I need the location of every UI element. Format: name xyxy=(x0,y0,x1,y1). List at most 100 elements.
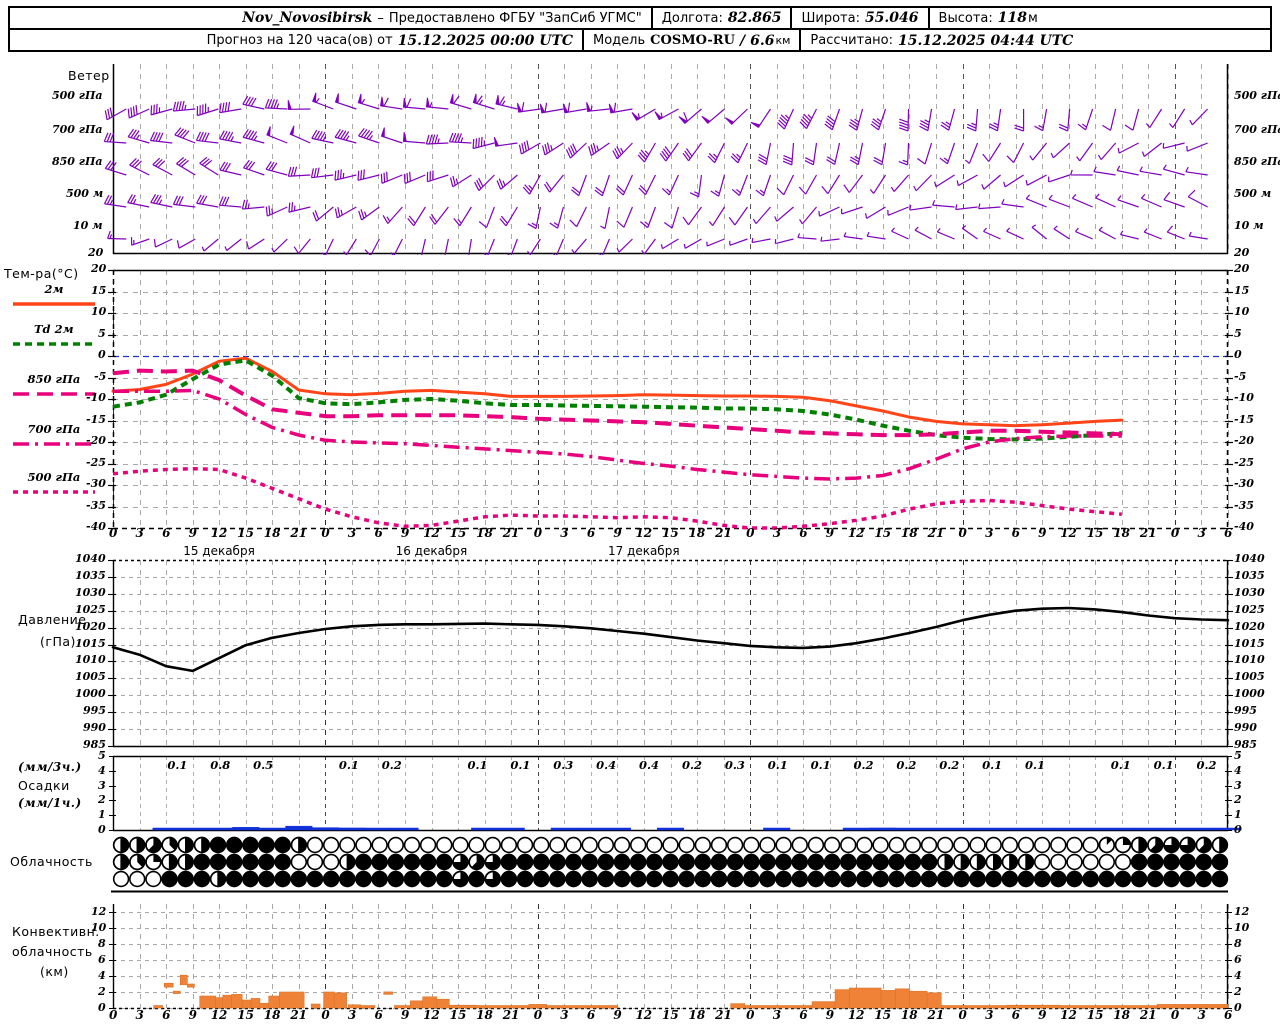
cloud-symbol-r2-51 xyxy=(937,870,954,888)
cloud-symbol-r2-32 xyxy=(629,870,647,888)
cloud-symbol-r2-31 xyxy=(613,870,631,888)
cloud-symbol-r1-20 xyxy=(436,853,453,871)
conv-x-hour-42: 18 xyxy=(476,1008,493,1022)
conv-x-hour-72: 0 xyxy=(746,1008,755,1022)
x-hour-75: 3 xyxy=(772,526,782,540)
cloud-symbol-r2-23 xyxy=(484,870,501,888)
convective-bar-15 xyxy=(323,991,335,1009)
cloud-symbol-r1-65 xyxy=(1163,853,1180,871)
x-hour-6: 6 xyxy=(162,526,171,540)
cloud-symbol-r2-11 xyxy=(290,870,308,888)
conv-x-hour-12: 12 xyxy=(210,1008,228,1022)
convective-bar-3 xyxy=(179,974,188,986)
conv-x-hour-60: 12 xyxy=(635,1008,653,1022)
latitude-label: Широта: xyxy=(801,10,860,26)
convective-title-line2: облачность xyxy=(12,944,93,959)
cloud-symbol-r1-37 xyxy=(710,853,728,871)
cloud-symbol-r2-50 xyxy=(920,870,938,888)
precip-label-20: 0.1 xyxy=(982,758,1003,772)
convective-title-line3: (км) xyxy=(40,964,69,979)
cloud-symbol-r0-42 xyxy=(791,836,808,854)
cloud-symbol-r1-45 xyxy=(840,853,857,871)
temp-tick-right-10: 10 xyxy=(1234,305,1250,318)
conv-x-hour-99: 3 xyxy=(985,1008,994,1022)
cloud-symbol-r0-52 xyxy=(953,836,970,854)
cloud-symbol-r1-32 xyxy=(629,853,647,871)
cloud-symbol-r2-16 xyxy=(371,870,388,888)
cloud-symbol-r1-36 xyxy=(694,853,712,871)
cloud-symbol-r2-41 xyxy=(775,870,792,888)
precip-bar-33 xyxy=(975,827,1003,831)
convective-bar-19 xyxy=(383,991,393,995)
temp-tick-left--20: -20 xyxy=(86,434,106,447)
longitude-value: 82.865 xyxy=(727,10,782,26)
precip-bar-31 xyxy=(922,827,950,831)
cloud-symbol-r0-64 xyxy=(1147,836,1164,854)
cloud-symbol-r1-19 xyxy=(419,853,437,871)
cloud-symbol-r0-44 xyxy=(823,836,841,854)
precip-bar-21 xyxy=(656,827,685,831)
wind-level-right-4: 10 м xyxy=(1234,219,1264,232)
wind-level-left-3: 500 м xyxy=(66,187,104,200)
cloud-symbol-r2-55 xyxy=(1001,870,1019,888)
cloud-symbol-r2-26 xyxy=(533,870,550,888)
cloud-symbol-r1-12 xyxy=(306,853,324,871)
cloud-symbol-r2-5 xyxy=(193,870,211,888)
cloud-symbol-r1-13 xyxy=(322,853,340,871)
cloud-symbol-r1-66 xyxy=(1179,853,1196,871)
cloud-symbol-r1-2 xyxy=(145,853,162,871)
convective-cloud-panel: Конвективн. облачность (км) 12 10 8 6 4 2 0 12… xyxy=(0,896,1280,1024)
cloud-symbol-r1-23 xyxy=(484,853,501,871)
temp-tick-left--10: -10 xyxy=(86,391,106,404)
x-hour-54: 6 xyxy=(586,526,596,540)
cloud-symbol-r0-22 xyxy=(468,836,485,854)
cloud-symbol-r2-33 xyxy=(646,870,663,888)
altitude-value: 118 xyxy=(997,10,1027,26)
precip-tick-right-5: 5 xyxy=(1234,749,1242,762)
convective-tick-right-8: 8 xyxy=(1234,937,1242,950)
pressure-tick-right-1020: 1020 xyxy=(1234,619,1265,633)
cloud-symbol-r0-17 xyxy=(387,836,404,854)
cloud-symbol-r1-1 xyxy=(129,853,146,871)
convective-bar-37 xyxy=(926,992,942,1009)
x-day-1: 16 декабря xyxy=(395,544,468,558)
x-hour-15: 15 xyxy=(237,526,254,540)
conv-x-hour-126: 6 xyxy=(1224,1008,1233,1022)
wind-barbs-plot xyxy=(103,64,1229,255)
temp-tick-right--15: -15 xyxy=(1234,412,1254,426)
cloud-symbol-r2-27 xyxy=(549,870,566,888)
temp-legend-swatch-4 xyxy=(13,490,95,494)
precip-tick-left-0: 0 xyxy=(98,823,106,836)
temp-tick-right-5: 5 xyxy=(1234,326,1242,340)
precip-label-17: 0.2 xyxy=(853,758,874,772)
pressure-tick-left-1030: 1030 xyxy=(75,585,106,599)
conv-x-hour-39: 15 xyxy=(449,1008,467,1022)
cloud-symbol-r1-61 xyxy=(1098,853,1116,871)
precip-tick-right-0: 0 xyxy=(1234,823,1242,836)
pressure-tick-right-990: 990 xyxy=(1234,721,1257,735)
cloud-symbol-r1-26 xyxy=(533,853,550,871)
cloud-symbol-r1-43 xyxy=(807,853,825,871)
cloud-symbol-r1-14 xyxy=(339,853,356,871)
convective-bar-4 xyxy=(187,983,195,988)
cloud-symbol-r1-27 xyxy=(549,853,566,871)
convective-title-line1: Конвективн. xyxy=(12,924,100,939)
calculated-cell: Рассчитано: 15.12.2025 04:44 UTC xyxy=(799,30,1082,51)
cloud-symbol-r2-7 xyxy=(225,870,243,888)
temp-tick-right--20: -20 xyxy=(1234,434,1254,447)
cloud-symbol-r2-25 xyxy=(516,870,534,888)
x-hour-3: 3 xyxy=(135,526,144,540)
longitude-cell: Долгота: 82.865 xyxy=(650,8,791,28)
temp-tick-right--30: -30 xyxy=(1234,477,1254,490)
cloud-symbol-r0-67 xyxy=(1195,836,1212,854)
convective-bar-0 xyxy=(153,1005,163,1009)
provider-text: Предоставлено ФГБУ "ЗапСиб УГМС" xyxy=(388,10,642,26)
x-hour-81: 9 xyxy=(825,526,835,540)
x-hour-87: 15 xyxy=(874,526,892,540)
cloud-symbol-r2-28 xyxy=(565,870,582,888)
pressure-curve xyxy=(111,606,1230,673)
convective-bar-29 xyxy=(730,1003,746,1009)
convective-bar-9 xyxy=(241,999,252,1009)
x-hour-120: 0 xyxy=(1170,526,1180,540)
